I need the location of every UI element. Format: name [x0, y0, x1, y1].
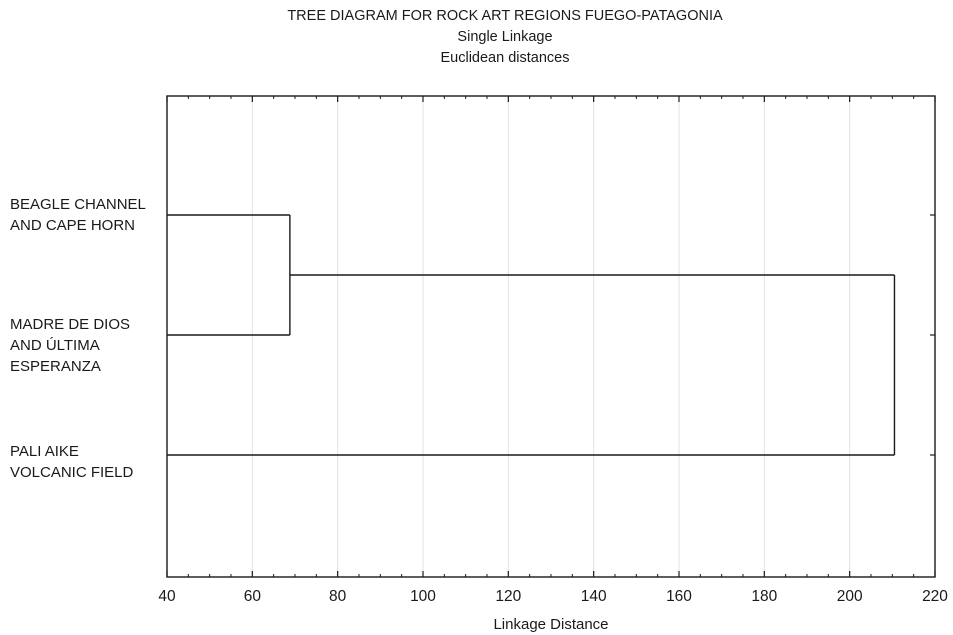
chart-titles: TREE DIAGRAM FOR ROCK ART REGIONS FUEGO-… — [0, 6, 953, 69]
x-tick-label-40: 40 — [158, 588, 176, 605]
x-tick-labels: 40 60 80 100 120 140 160 180 200 220 — [158, 588, 948, 605]
x-tick-label-80: 80 — [329, 588, 347, 605]
x-tick-label-140: 140 — [581, 588, 607, 605]
x-tick-label-60: 60 — [244, 588, 262, 605]
chart-subtitle-linkage: Single Linkage — [457, 29, 553, 45]
x-tick-label-220: 220 — [922, 588, 948, 605]
chart-subtitle-distance: Euclidean distances — [440, 50, 570, 66]
leaf-label-pali-aike: PALI AIKE VOLCANIC FIELD — [10, 443, 134, 481]
x-axis-label: Linkage Distance — [493, 616, 608, 633]
axis-ticks — [166, 96, 936, 577]
chart-title: TREE DIAGRAM FOR ROCK ART REGIONS FUEGO-… — [287, 8, 723, 24]
leaf-label-madre-de-dios: MADRE DE DIOS AND ÚLTIMA ESPERANZA — [10, 316, 131, 375]
x-tick-label-100: 100 — [410, 588, 436, 605]
plot-frame — [166, 95, 936, 578]
dendrogram-branches — [167, 214, 896, 456]
x-tick-label-120: 120 — [495, 588, 521, 605]
x-tick-label-200: 200 — [837, 588, 863, 605]
x-tick-label-180: 180 — [751, 588, 777, 605]
x-tick-label-160: 160 — [666, 588, 692, 605]
grid-lines — [251, 96, 851, 577]
leaf-label-beagle-channel: BEAGLE CHANNEL AND CAPE HORN — [10, 196, 146, 234]
